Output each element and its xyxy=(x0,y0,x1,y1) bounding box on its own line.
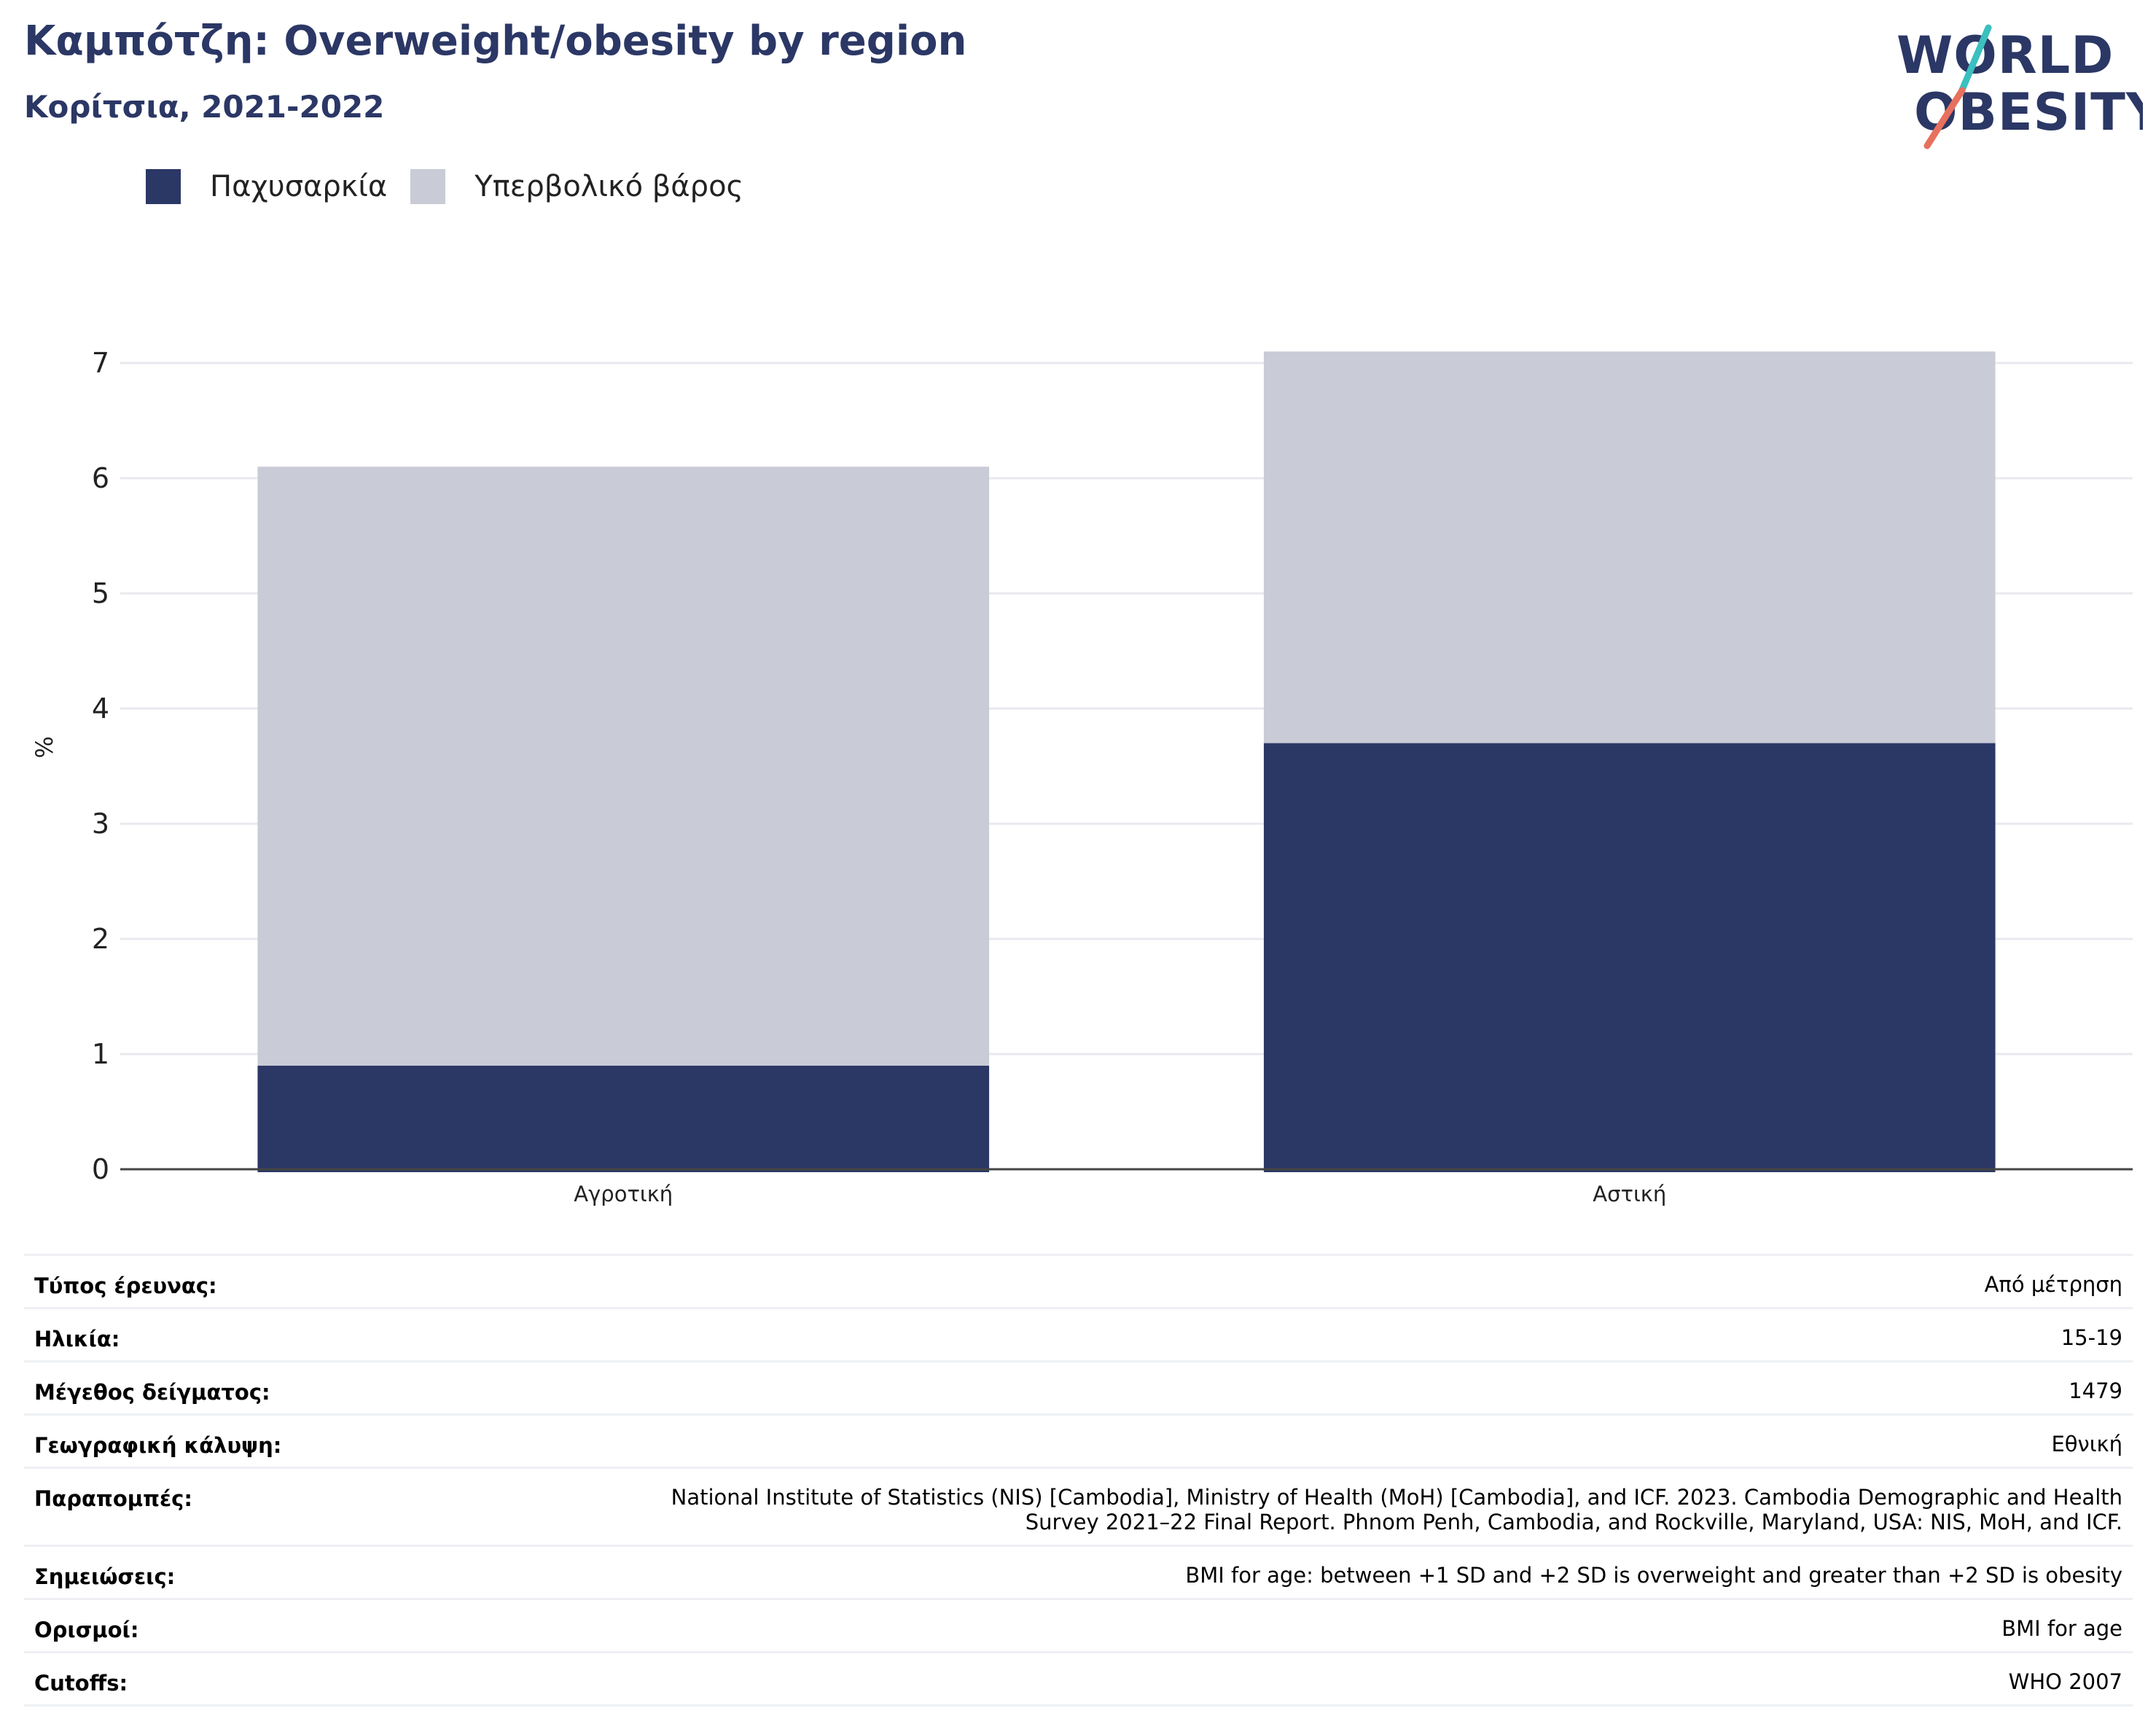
info-row: Παραπομπές: National Institute of Statist… xyxy=(24,1469,2133,1547)
info-value: BMI for age: between +1 SD and +2 SD is … xyxy=(1185,1563,2122,1588)
info-key: Μέγεθος δείγματος: xyxy=(34,1380,270,1405)
legend-item-obesity[interactable]: Παχυσαρκία xyxy=(146,169,387,204)
info-row: Ορισμοί: BMI for age xyxy=(24,1600,2133,1653)
info-key: Γεωγραφική κάλυψη: xyxy=(34,1433,282,1458)
legend-swatch-overweight xyxy=(410,169,446,204)
bar-group xyxy=(257,351,1996,1172)
x-tick-label: Αστική xyxy=(1593,1182,1666,1206)
info-row: Ηλικία: 15-19 xyxy=(24,1309,2133,1362)
info-key: Παραπομπές: xyxy=(34,1486,192,1511)
axes: 0 1 2 3 4 5 6 7 Αγροτική Αστική xyxy=(92,347,2133,1206)
survey-info-table: Τύπος έρευνας: Από μέτρηση Ηλικία: 15-19 Μέγ… xyxy=(24,1254,2133,1706)
bar-segment-obesity[interactable] xyxy=(257,1065,990,1172)
y-tick-label: 3 xyxy=(92,808,109,840)
stacked-bar-chart: 0 1 2 3 4 5 6 7 Αγροτική Αστική % xyxy=(31,347,2133,1206)
info-key: Cutoffs: xyxy=(34,1671,128,1696)
info-row: Γεωγραφική κάλυψη: Εθνική xyxy=(24,1416,2133,1469)
logo-slash-top xyxy=(1957,24,1992,97)
y-tick-label: 4 xyxy=(92,693,109,725)
chart-title: Καμπότζη: Overweight/obesity by region xyxy=(24,17,967,65)
y-tick-label: 5 xyxy=(92,577,109,609)
info-row: Σημειώσεις: BMI for age: between +1 SD an… xyxy=(24,1547,2133,1600)
info-key: Ηλικία: xyxy=(34,1327,120,1351)
info-value-line: Survey 2021–22 Final Report. Phnom Penh,… xyxy=(1025,1510,2122,1534)
legend-label-obesity: Παχυσαρκία xyxy=(210,170,388,203)
legend-swatch-obesity xyxy=(146,169,181,204)
info-key: Τύπος έρευνας: xyxy=(34,1273,217,1298)
info-row: Μέγεθος δείγματος: 1479 xyxy=(24,1362,2133,1416)
x-tick-label: Αγροτική xyxy=(574,1182,673,1206)
info-value: BMI for age xyxy=(2001,1616,2122,1641)
y-tick-label: 0 xyxy=(92,1153,109,1185)
info-value: 1479 xyxy=(2069,1378,2122,1403)
info-row: Cutoffs: WHO 2007 xyxy=(24,1653,2133,1706)
legend-label-overweight: Υπερβολικό βάρος xyxy=(474,170,744,203)
info-key: Σημειώσεις: xyxy=(34,1564,176,1589)
y-tick-label: 1 xyxy=(92,1038,109,1070)
chart-legend: Παχυσαρκία Υπερβολικό βάρος xyxy=(146,169,767,204)
bar-segment-overweight[interactable] xyxy=(257,467,990,1066)
info-value: Από μέτρηση xyxy=(1984,1272,2122,1297)
info-value: 15-19 xyxy=(2061,1325,2122,1350)
bar-segment-obesity[interactable] xyxy=(1263,743,1996,1172)
legend-item-overweight[interactable]: Υπερβολικό βάρος xyxy=(410,169,743,204)
info-value-line: National Institute of Statistics (NIS) [… xyxy=(671,1485,2122,1510)
world-obesity-logo: WORLD OBESITY xyxy=(1897,24,2143,149)
logo-slash-bottom xyxy=(1923,87,1966,149)
y-tick-label: 6 xyxy=(92,462,109,494)
info-value: Εθνική xyxy=(2051,1432,2122,1456)
chart-subtitle: Κορίτσια, 2021-2022 xyxy=(24,89,385,125)
y-tick-label: 7 xyxy=(92,347,109,379)
logo-line-1: WORLD xyxy=(1897,26,2114,85)
y-tick-label: 2 xyxy=(92,923,109,955)
info-value: WHO 2007 xyxy=(2008,1669,2122,1694)
info-key: Ορισμοί: xyxy=(34,1618,139,1642)
y-axis-label: % xyxy=(31,736,58,758)
info-value: National Institute of Statistics (NIS) [… xyxy=(671,1469,2122,1545)
bar-segment-overweight[interactable] xyxy=(1263,351,1996,744)
info-row: Τύπος έρευνας: Από μέτρηση xyxy=(24,1256,2133,1309)
